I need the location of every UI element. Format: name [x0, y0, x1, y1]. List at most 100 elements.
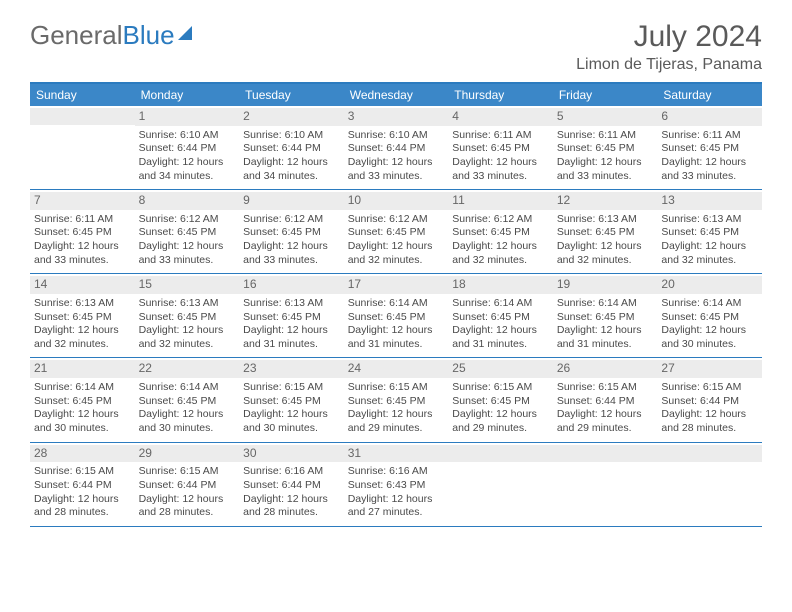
day-detail-line: Sunrise: 6:14 AM	[139, 381, 236, 395]
day-cell: 24Sunrise: 6:15 AMSunset: 6:45 PMDayligh…	[344, 358, 449, 441]
day-detail-line: Daylight: 12 hours	[348, 493, 445, 507]
week-row: 1Sunrise: 6:10 AMSunset: 6:44 PMDaylight…	[30, 106, 762, 190]
weekday-monday: Monday	[135, 84, 240, 106]
weekday-saturday: Saturday	[657, 84, 762, 106]
day-detail-line: and 27 minutes.	[348, 506, 445, 520]
logo: GeneralBlue	[30, 20, 192, 51]
weekday-sunday: Sunday	[30, 84, 135, 106]
title-block: July 2024 Limon de Tijeras, Panama	[576, 20, 762, 74]
logo-text-2: Blue	[123, 20, 175, 51]
day-detail-line: Sunrise: 6:14 AM	[348, 297, 445, 311]
day-detail-line: Sunrise: 6:15 AM	[661, 381, 758, 395]
day-number: 8	[135, 192, 240, 210]
day-detail-line: and 30 minutes.	[661, 338, 758, 352]
day-number: 2	[239, 108, 344, 126]
day-number: 28	[30, 445, 135, 463]
day-cell: 11Sunrise: 6:12 AMSunset: 6:45 PMDayligh…	[448, 190, 553, 273]
day-detail-line: Sunset: 6:44 PM	[34, 479, 131, 493]
day-detail-line: Sunset: 6:44 PM	[557, 395, 654, 409]
day-cell	[553, 443, 658, 526]
day-cell: 2Sunrise: 6:10 AMSunset: 6:44 PMDaylight…	[239, 106, 344, 189]
day-cell: 25Sunrise: 6:15 AMSunset: 6:45 PMDayligh…	[448, 358, 553, 441]
day-detail-line: Daylight: 12 hours	[661, 408, 758, 422]
day-detail-line: Sunrise: 6:15 AM	[243, 381, 340, 395]
day-detail-line: Sunrise: 6:11 AM	[34, 213, 131, 227]
day-detail-line: Sunset: 6:44 PM	[139, 142, 236, 156]
day-detail-line: Sunrise: 6:12 AM	[243, 213, 340, 227]
day-detail-line: Sunset: 6:45 PM	[243, 226, 340, 240]
day-cell: 30Sunrise: 6:16 AMSunset: 6:44 PMDayligh…	[239, 443, 344, 526]
day-number: 23	[239, 360, 344, 378]
day-detail-line: Daylight: 12 hours	[348, 240, 445, 254]
day-detail-line: Sunrise: 6:14 AM	[452, 297, 549, 311]
day-detail-line: and 28 minutes.	[661, 422, 758, 436]
day-detail-line: Sunrise: 6:15 AM	[557, 381, 654, 395]
day-detail-line: and 34 minutes.	[243, 170, 340, 184]
day-detail-line: Sunrise: 6:11 AM	[557, 129, 654, 143]
day-detail-line: and 32 minutes.	[557, 254, 654, 268]
day-detail-line: Daylight: 12 hours	[139, 240, 236, 254]
day-cell: 1Sunrise: 6:10 AMSunset: 6:44 PMDaylight…	[135, 106, 240, 189]
day-detail-line: Sunset: 6:44 PM	[348, 142, 445, 156]
day-detail-line: Sunset: 6:45 PM	[557, 311, 654, 325]
day-detail-line: and 33 minutes.	[34, 254, 131, 268]
day-detail-line: Daylight: 12 hours	[34, 408, 131, 422]
day-detail-line: Sunset: 6:45 PM	[452, 311, 549, 325]
day-detail-line: Sunrise: 6:15 AM	[348, 381, 445, 395]
day-cell: 22Sunrise: 6:14 AMSunset: 6:45 PMDayligh…	[135, 358, 240, 441]
day-cell: 5Sunrise: 6:11 AMSunset: 6:45 PMDaylight…	[553, 106, 658, 189]
day-number: 20	[657, 276, 762, 294]
day-cell	[30, 106, 135, 189]
day-cell: 19Sunrise: 6:14 AMSunset: 6:45 PMDayligh…	[553, 274, 658, 357]
day-detail-line: Sunrise: 6:15 AM	[34, 465, 131, 479]
day-cell: 12Sunrise: 6:13 AMSunset: 6:45 PMDayligh…	[553, 190, 658, 273]
day-number: 25	[448, 360, 553, 378]
day-detail-line: Sunset: 6:45 PM	[139, 395, 236, 409]
day-detail-line: and 29 minutes.	[348, 422, 445, 436]
day-detail-line: Sunset: 6:45 PM	[661, 142, 758, 156]
day-detail-line: and 32 minutes.	[348, 254, 445, 268]
day-detail-line: Daylight: 12 hours	[243, 324, 340, 338]
day-number: 4	[448, 108, 553, 126]
day-detail-line: Sunset: 6:44 PM	[243, 479, 340, 493]
day-cell: 10Sunrise: 6:12 AMSunset: 6:45 PMDayligh…	[344, 190, 449, 273]
day-detail-line: Sunset: 6:45 PM	[34, 395, 131, 409]
day-detail-line: Sunrise: 6:10 AM	[348, 129, 445, 143]
day-number	[448, 445, 553, 462]
day-detail-line: Sunrise: 6:10 AM	[243, 129, 340, 143]
month-title: July 2024	[576, 20, 762, 54]
day-cell: 28Sunrise: 6:15 AMSunset: 6:44 PMDayligh…	[30, 443, 135, 526]
day-detail-line: Sunset: 6:45 PM	[348, 395, 445, 409]
day-detail-line: Daylight: 12 hours	[139, 408, 236, 422]
day-detail-line: Sunrise: 6:15 AM	[452, 381, 549, 395]
day-detail-line: Sunrise: 6:14 AM	[661, 297, 758, 311]
day-detail-line: Sunset: 6:45 PM	[452, 226, 549, 240]
day-detail-line: and 28 minutes.	[34, 506, 131, 520]
day-detail-line: and 29 minutes.	[452, 422, 549, 436]
day-detail-line: Sunset: 6:45 PM	[557, 142, 654, 156]
day-detail-line: and 34 minutes.	[139, 170, 236, 184]
day-number	[30, 108, 135, 125]
day-detail-line: Daylight: 12 hours	[661, 324, 758, 338]
day-detail-line: and 33 minutes.	[139, 254, 236, 268]
day-cell: 20Sunrise: 6:14 AMSunset: 6:45 PMDayligh…	[657, 274, 762, 357]
day-detail-line: Sunrise: 6:12 AM	[452, 213, 549, 227]
day-detail-line: Daylight: 12 hours	[557, 156, 654, 170]
day-detail-line: Daylight: 12 hours	[139, 156, 236, 170]
day-detail-line: Sunrise: 6:13 AM	[557, 213, 654, 227]
day-detail-line: Sunrise: 6:16 AM	[243, 465, 340, 479]
day-detail-line: and 28 minutes.	[139, 506, 236, 520]
day-detail-line: Daylight: 12 hours	[243, 156, 340, 170]
day-detail-line: Sunset: 6:45 PM	[348, 311, 445, 325]
day-detail-line: Sunset: 6:45 PM	[243, 395, 340, 409]
week-row: 14Sunrise: 6:13 AMSunset: 6:45 PMDayligh…	[30, 274, 762, 358]
day-detail-line: Sunset: 6:45 PM	[348, 226, 445, 240]
day-number: 10	[344, 192, 449, 210]
logo-triangle-icon	[178, 26, 192, 40]
day-cell: 16Sunrise: 6:13 AMSunset: 6:45 PMDayligh…	[239, 274, 344, 357]
day-detail-line: and 31 minutes.	[243, 338, 340, 352]
day-detail-line: and 30 minutes.	[243, 422, 340, 436]
day-number: 6	[657, 108, 762, 126]
day-detail-line: Daylight: 12 hours	[348, 324, 445, 338]
day-detail-line: Sunrise: 6:10 AM	[139, 129, 236, 143]
